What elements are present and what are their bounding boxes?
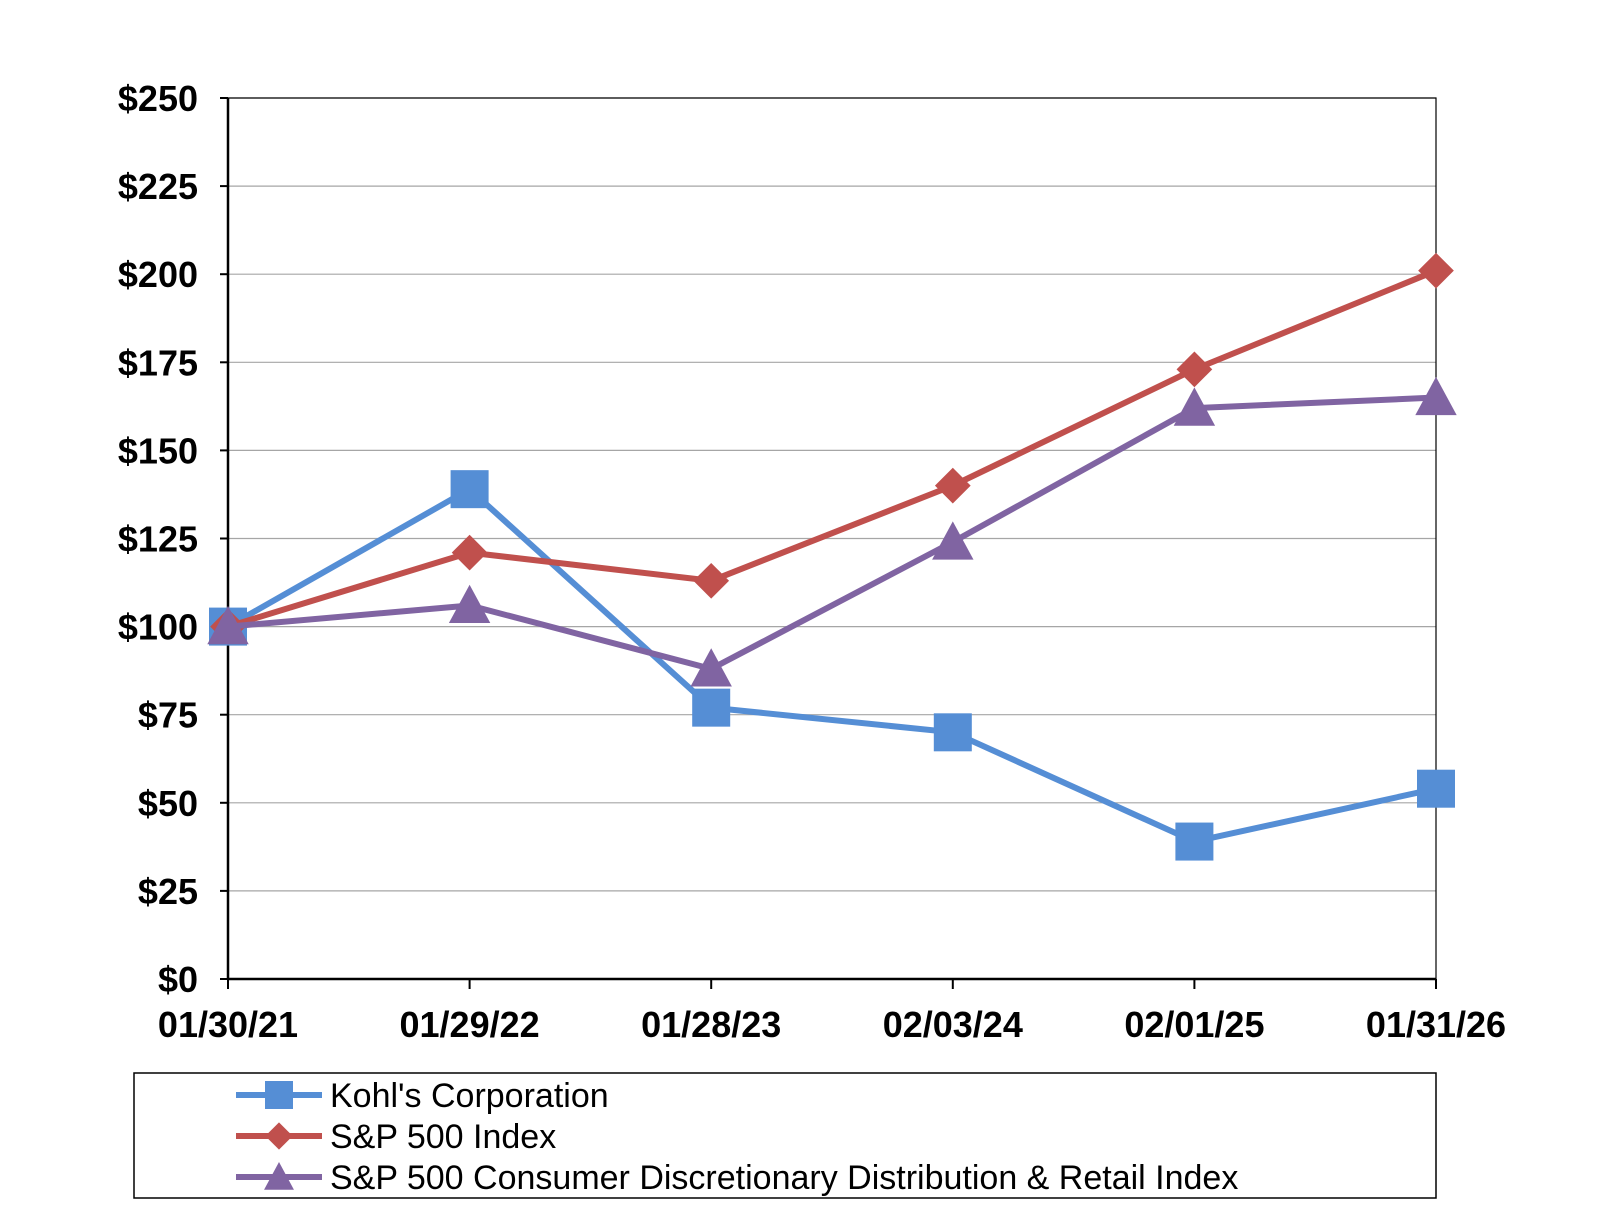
triangle-marker [1173, 387, 1216, 426]
y-tick-label: $125 [118, 519, 198, 560]
y-tick-label: $175 [118, 342, 198, 383]
triangle-marker [264, 1162, 294, 1190]
triangle-marker [448, 584, 491, 624]
series-group [207, 252, 1457, 861]
y-tick-label: $250 [118, 78, 198, 119]
square-marker [450, 470, 489, 509]
y-tick-label: $225 [118, 166, 198, 207]
series-2 [207, 376, 1457, 687]
y-axis-tick-labels: $0 $25 $50 $75 $100 $125 $150 $175 $200 $225 $250 [118, 78, 198, 1000]
triangle-marker [932, 521, 974, 560]
x-tick-label: 01/29/22 [400, 1004, 540, 1045]
x-tick-label: 01/28/23 [641, 1004, 781, 1045]
y-tick-label: $200 [118, 254, 198, 295]
x-axis-tick-labels: 01/30/21 01/29/22 01/28/23 02/03/24 02/01/25… [158, 1004, 1506, 1045]
square-marker [933, 713, 972, 752]
square-marker [1175, 822, 1214, 861]
square-marker [692, 688, 731, 727]
x-tick-label: 01/31/26 [1366, 1004, 1506, 1045]
legend-label: S&P 500 Index [330, 1118, 556, 1156]
triangle-marker [1415, 376, 1457, 416]
diamond-marker [1176, 351, 1213, 388]
series-1 [210, 252, 1454, 645]
x-tick-label: 02/01/25 [1124, 1004, 1264, 1045]
series-line [227, 267, 1438, 630]
series-line [227, 394, 1437, 672]
legend-label: Kohl's Corporation [330, 1077, 609, 1115]
gridlines [228, 97, 1436, 892]
square-marker [265, 1081, 293, 1109]
series-line [226, 486, 1437, 845]
diamond-marker [934, 467, 971, 504]
y-tick-label: $25 [138, 871, 198, 912]
series-0 [209, 470, 1455, 861]
diamond-marker [265, 1122, 293, 1150]
y-tick-label: $0 [158, 959, 198, 1000]
diamond-marker [451, 534, 488, 571]
y-tick-label: $100 [118, 607, 198, 648]
y-tick-label: $75 [138, 695, 198, 736]
y-tick-label: $150 [118, 430, 198, 471]
legend-box [133, 1072, 1437, 1199]
diamond-marker [1418, 252, 1454, 289]
y-tick-label: $50 [138, 783, 198, 824]
square-marker [1417, 769, 1455, 808]
triangle-marker [207, 605, 249, 645]
diamond-marker [693, 562, 730, 599]
triangle-marker [690, 648, 732, 687]
legend-item: S&P 500 Consumer Discretionary Distribut… [236, 1159, 1238, 1197]
legend-item: S&P 500 Index [236, 1118, 556, 1156]
legend-item: Kohl's Corporation [236, 1077, 609, 1115]
axes [220, 97, 1437, 989]
x-tick-label: 01/30/21 [158, 1004, 298, 1045]
x-tick-label: 02/03/24 [883, 1004, 1023, 1045]
legend-label: S&P 500 Consumer Discretionary Distribut… [330, 1159, 1238, 1197]
